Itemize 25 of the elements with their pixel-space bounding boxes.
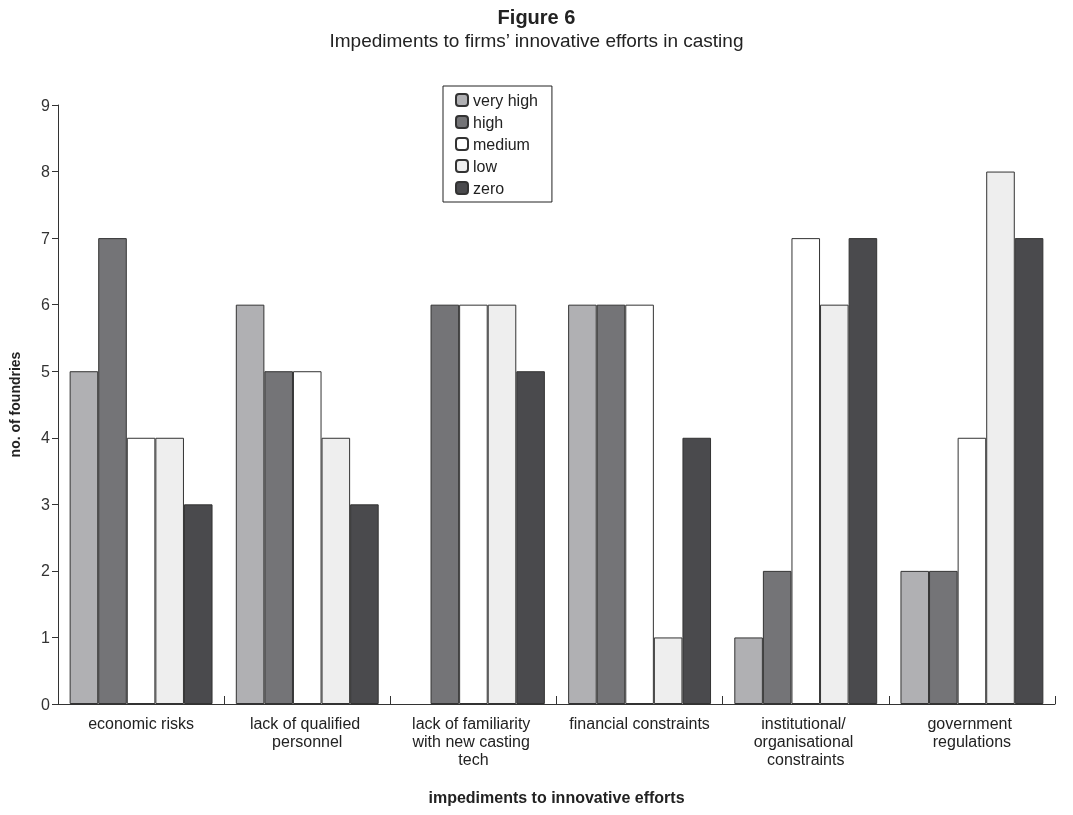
x-axis-title: impediments to innovative efforts: [428, 788, 685, 806]
y-tick-label: 5: [41, 362, 51, 380]
y-tick-label: 6: [41, 296, 51, 314]
x-tick-label: financial constraints: [569, 714, 710, 732]
y-tick-label: 3: [41, 495, 51, 513]
chart-subtitle: Impediments to firms’ innovative efforts in casting: [329, 30, 744, 51]
y-tick-label: 7: [41, 229, 51, 247]
y-axis-title: no. of foundries: [7, 351, 23, 458]
x-tick-label: economic risks: [88, 714, 194, 732]
y-tick-label: 1: [41, 628, 51, 646]
chart-title: Figure 6: [497, 6, 576, 28]
x-tick-label: government regulations: [927, 714, 1017, 750]
legend-label: low: [473, 157, 498, 175]
legend-label: high: [473, 113, 504, 131]
legend-label: medium: [473, 135, 530, 153]
x-tick-label: lack of familiarity with new casting tech: [411, 714, 535, 768]
legend-label: zero: [473, 179, 505, 197]
y-tick-label: 9: [41, 96, 51, 114]
y-tick-label: 4: [41, 429, 51, 447]
y-tick-label: 2: [41, 562, 51, 580]
legend-label: very high: [473, 91, 538, 109]
y-tick-label: 8: [41, 163, 51, 181]
x-tick-label: lack of qualified personnel: [249, 714, 365, 750]
y-tick-label: 0: [41, 695, 51, 713]
x-tick-label: institutional/ organisational constraints: [753, 714, 858, 768]
